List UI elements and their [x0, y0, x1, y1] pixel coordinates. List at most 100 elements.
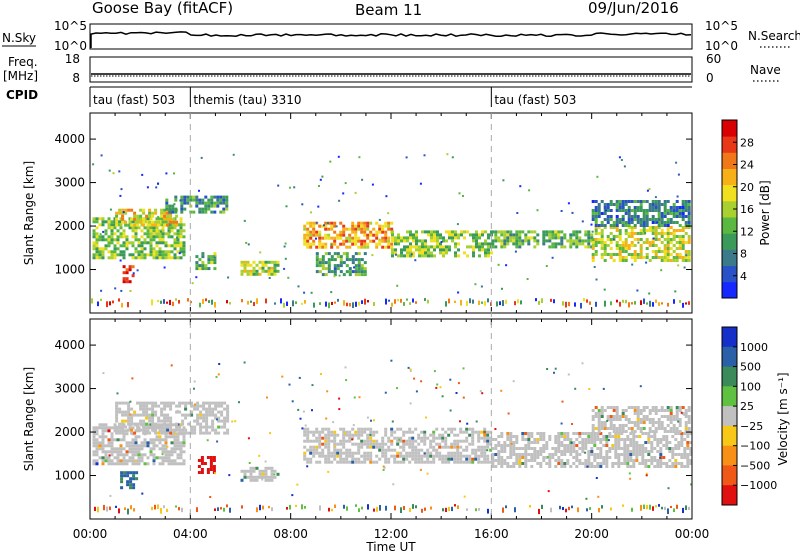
heat-cell: [203, 462, 207, 465]
heat-cell: [502, 179, 505, 182]
heat-cell: [196, 422, 200, 426]
heat-cell: [684, 412, 688, 415]
heat-cell: [572, 441, 576, 444]
heat-cell: [327, 261, 331, 265]
x-tick-label: 12:00: [374, 527, 409, 541]
heat-cell: [330, 451, 334, 455]
heat-cell: [142, 401, 146, 405]
heat-cell: [196, 416, 200, 420]
heat-cell: [527, 453, 531, 456]
heat-cell: [165, 172, 168, 175]
heat-cell: [660, 224, 664, 227]
heat-cell: [253, 302, 255, 307]
heat-cell: [617, 465, 621, 468]
heat-cell: [92, 432, 96, 436]
heat-cell: [487, 251, 490, 255]
heat-cell: [418, 248, 421, 252]
heat-cell: [578, 432, 582, 435]
heat-cell: [128, 265, 132, 269]
heat-cell: [630, 215, 634, 218]
heat-cell: [205, 428, 209, 432]
heat-cell: [417, 448, 421, 452]
heat-cell: [149, 217, 153, 221]
heat-cell: [427, 233, 430, 237]
heat-cell: [643, 298, 645, 304]
heat-cell: [529, 505, 531, 508]
heat-cell: [639, 218, 643, 221]
heat-cell: [671, 453, 675, 456]
heat-cell: [645, 415, 649, 418]
heat-cell: [639, 250, 643, 253]
heat-cell: [161, 250, 165, 254]
heat-cell: [618, 418, 622, 421]
heat-cell: [186, 195, 190, 199]
heat-cell: [442, 508, 444, 512]
heat-cell: [119, 194, 122, 197]
heat-cell: [603, 203, 607, 206]
heat-cell: [686, 456, 690, 459]
heat-cell: [457, 505, 459, 509]
heat-cell: [684, 427, 688, 430]
heat-cell: [455, 392, 458, 394]
heat-cell: [660, 421, 664, 424]
heat-cell: [249, 466, 253, 470]
heat-cell: [249, 272, 253, 276]
heat-cell: [321, 267, 325, 271]
heat-cell: [309, 236, 313, 240]
heat-cell: [175, 223, 179, 227]
heat-cell: [179, 447, 183, 451]
heat-cell: [402, 430, 406, 434]
heat-cell: [164, 241, 168, 245]
heat-cell: [339, 221, 343, 225]
heat-cell: [627, 212, 631, 215]
heat-cell: [133, 413, 137, 417]
heat-cell: [663, 259, 667, 262]
heat-cell: [609, 421, 613, 424]
heat-cell: [155, 241, 159, 245]
heat-cell: [173, 438, 177, 442]
heat-cell: [459, 439, 463, 443]
heat-cell: [145, 422, 149, 426]
heat-cell: [161, 232, 165, 236]
heat-cell: [600, 232, 604, 235]
heat-cell: [179, 217, 183, 221]
heat-cell: [465, 460, 469, 464]
heat-cell: [107, 235, 111, 239]
heat-cell: [339, 264, 343, 268]
heat-cell: [666, 200, 670, 203]
heat-cell: [489, 436, 493, 440]
heat-cell: [142, 223, 146, 227]
heat-cell: [354, 233, 358, 237]
heat-cell: [264, 460, 267, 463]
heat-cell: [509, 435, 513, 438]
heat-cell: [648, 292, 651, 295]
heat-cell: [503, 230, 507, 234]
heat-cell: [315, 261, 319, 265]
heat-cell: [659, 459, 663, 462]
heat-cell: [140, 235, 144, 239]
heat-cell: [394, 505, 396, 511]
heat-cell: [471, 457, 475, 461]
heat-cell: [246, 475, 250, 479]
heat-cell: [379, 505, 381, 511]
heat-cell: [98, 238, 102, 242]
heat-cell: [518, 459, 522, 462]
heat-cell: [172, 301, 174, 307]
heat-cell: [684, 221, 688, 224]
heat-cell: [684, 206, 688, 209]
heat-cell: [384, 224, 388, 228]
heat-cell: [633, 218, 637, 221]
heat-cell: [121, 422, 125, 426]
heat-cell: [399, 439, 403, 443]
heat-cell: [367, 504, 369, 510]
heat-cell: [312, 430, 316, 434]
heat-cell: [500, 444, 504, 447]
heat-cell: [243, 269, 247, 273]
heat-cell: [462, 396, 465, 399]
heat-cell: [441, 460, 445, 464]
heat-cell: [524, 456, 528, 459]
heat-cell: [614, 447, 618, 450]
heat-cell: [480, 285, 483, 288]
heat-cell: [107, 256, 111, 260]
heat-cell: [333, 451, 337, 455]
